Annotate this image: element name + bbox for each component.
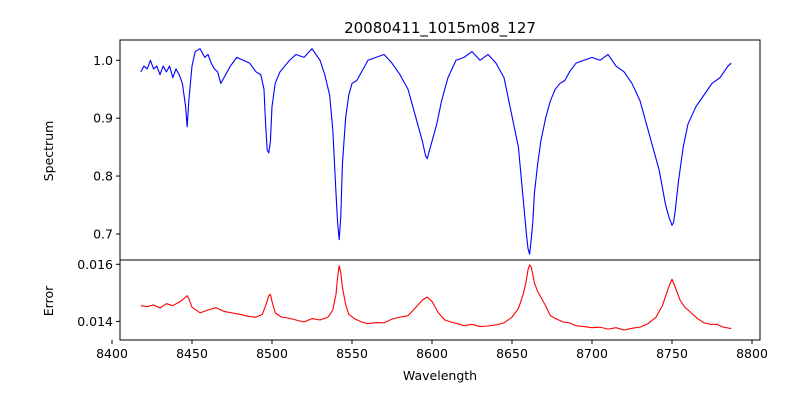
spectrum-series-line xyxy=(140,48,732,255)
x-tick-label: 8600 xyxy=(416,346,448,361)
x-tick-label: 8700 xyxy=(576,346,608,361)
chart-title: 20080411_1015m08_127 xyxy=(344,19,536,38)
error-series-line xyxy=(140,264,732,331)
error-axes-frame xyxy=(119,259,761,341)
error-y-tick-label: 0.014 xyxy=(77,314,113,329)
x-tick-label: 8800 xyxy=(736,346,768,361)
spectrum-panel: 0.7 0.8 0.9 1.0 Spectrum xyxy=(41,39,761,261)
x-tick-label: 8650 xyxy=(496,346,528,361)
spectrum-y-tick-label: 0.8 xyxy=(93,169,113,184)
spectrum-y-tick-label: 0.7 xyxy=(93,226,113,241)
x-axis-label: Wavelength xyxy=(403,368,477,383)
spectrum-y-tick-label: 1.0 xyxy=(93,53,113,68)
x-tick-label: 8750 xyxy=(656,346,688,361)
error-y-axis-label: Error xyxy=(41,285,56,316)
error-plot-area xyxy=(140,264,732,331)
spectrum-plot-area xyxy=(140,48,732,255)
spectrum-y-tick-label: 0.9 xyxy=(93,111,113,126)
error-x-ticks: 8400 8450 8500 8550 8600 8650 8700 8750 8800 xyxy=(96,340,768,361)
spectrum-y-axis-label: Spectrum xyxy=(41,121,56,182)
x-tick-label: 8500 xyxy=(256,346,288,361)
x-tick-label: 8400 xyxy=(96,346,128,361)
spectrum-y-ticks: 0.7 0.8 0.9 1.0 xyxy=(93,53,120,241)
x-tick-label: 8550 xyxy=(336,346,368,361)
error-y-tick-label: 0.016 xyxy=(77,257,113,272)
x-tick-label: 8450 xyxy=(176,346,208,361)
error-y-ticks: 0.014 0.016 xyxy=(77,257,120,329)
